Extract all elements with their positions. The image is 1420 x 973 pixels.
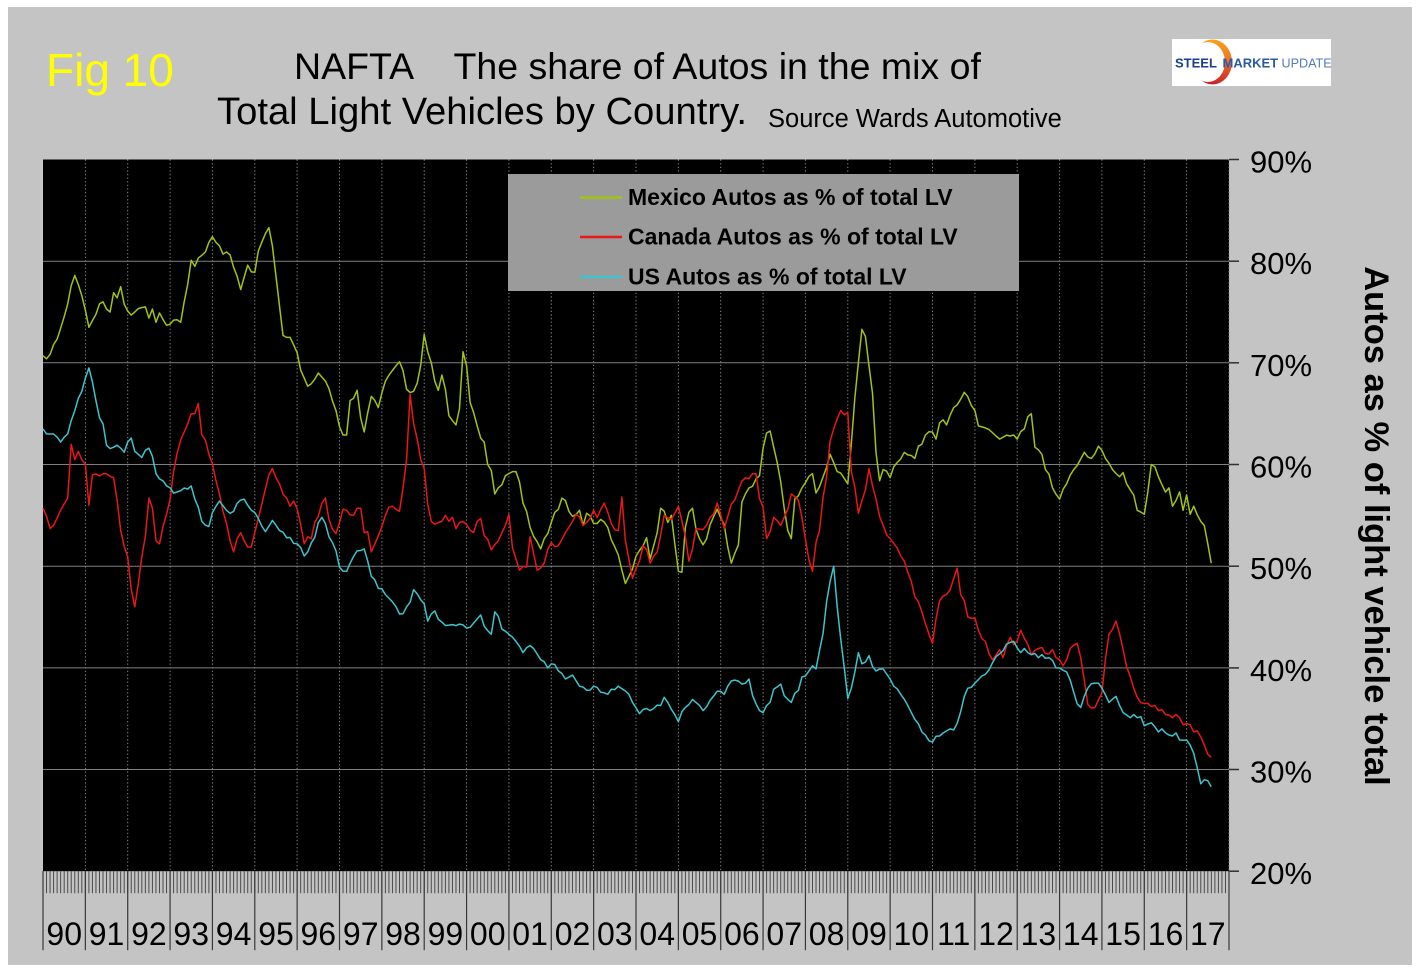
svg-text:80%: 80% [1250, 246, 1312, 281]
svg-text:07: 07 [766, 916, 802, 952]
svg-text:30%: 30% [1250, 755, 1312, 790]
svg-text:93: 93 [173, 916, 209, 952]
svg-text:96: 96 [301, 916, 337, 952]
svg-text:Fig 10: Fig 10 [46, 44, 174, 96]
svg-text:MARKET: MARKET [1223, 56, 1279, 71]
svg-text:04: 04 [639, 916, 675, 952]
svg-text:08: 08 [809, 916, 845, 952]
svg-text:STEEL: STEEL [1175, 56, 1217, 71]
svg-text:14: 14 [1063, 916, 1099, 952]
svg-text:09: 09 [851, 916, 887, 952]
svg-text:40%: 40% [1250, 653, 1312, 688]
svg-text:17: 17 [1190, 916, 1226, 952]
svg-text:01: 01 [512, 916, 548, 952]
svg-text:94: 94 [216, 916, 252, 952]
svg-text:Autos as % of light vehicle to: Autos as % of light vehicle total [1357, 266, 1395, 786]
svg-text:06: 06 [724, 916, 760, 952]
svg-text:03: 03 [597, 916, 633, 952]
svg-text:12: 12 [978, 916, 1014, 952]
svg-text:Canada Autos as % of total LV: Canada Autos as % of total LV [628, 224, 958, 250]
svg-text:13: 13 [1021, 916, 1057, 952]
svg-text:UPDATE: UPDATE [1282, 57, 1332, 71]
svg-text:15: 15 [1105, 916, 1141, 952]
svg-text:02: 02 [555, 916, 591, 952]
svg-text:Source Wards Automotive: Source Wards Automotive [768, 105, 1062, 133]
svg-text:97: 97 [343, 916, 379, 952]
svg-text:US Autos as % of total LV: US Autos as % of total LV [628, 264, 907, 290]
svg-text:91: 91 [89, 916, 125, 952]
svg-text:99: 99 [428, 916, 464, 952]
svg-text:95: 95 [258, 916, 294, 952]
svg-text:90%: 90% [1250, 145, 1312, 180]
svg-text:Mexico Autos as % of total LV: Mexico Autos as % of total LV [628, 184, 953, 210]
svg-text:92: 92 [131, 916, 167, 952]
svg-text:11: 11 [937, 916, 970, 952]
svg-text:70%: 70% [1250, 348, 1312, 383]
svg-text:Total Light Vehicles by Countr: Total Light Vehicles by Country. [217, 90, 747, 133]
svg-text:50%: 50% [1250, 551, 1312, 586]
svg-text:90: 90 [46, 916, 82, 952]
svg-text:05: 05 [682, 916, 718, 952]
svg-text:NAFTA: NAFTA [294, 45, 414, 87]
svg-text:60%: 60% [1250, 450, 1312, 485]
svg-text:98: 98 [385, 916, 421, 952]
svg-text:10: 10 [894, 916, 930, 952]
svg-text:The share of Autos in the mix: The share of Autos in the mix of [454, 45, 982, 87]
svg-text:00: 00 [470, 916, 506, 952]
svg-text:20%: 20% [1250, 856, 1312, 891]
svg-text:16: 16 [1148, 916, 1184, 952]
